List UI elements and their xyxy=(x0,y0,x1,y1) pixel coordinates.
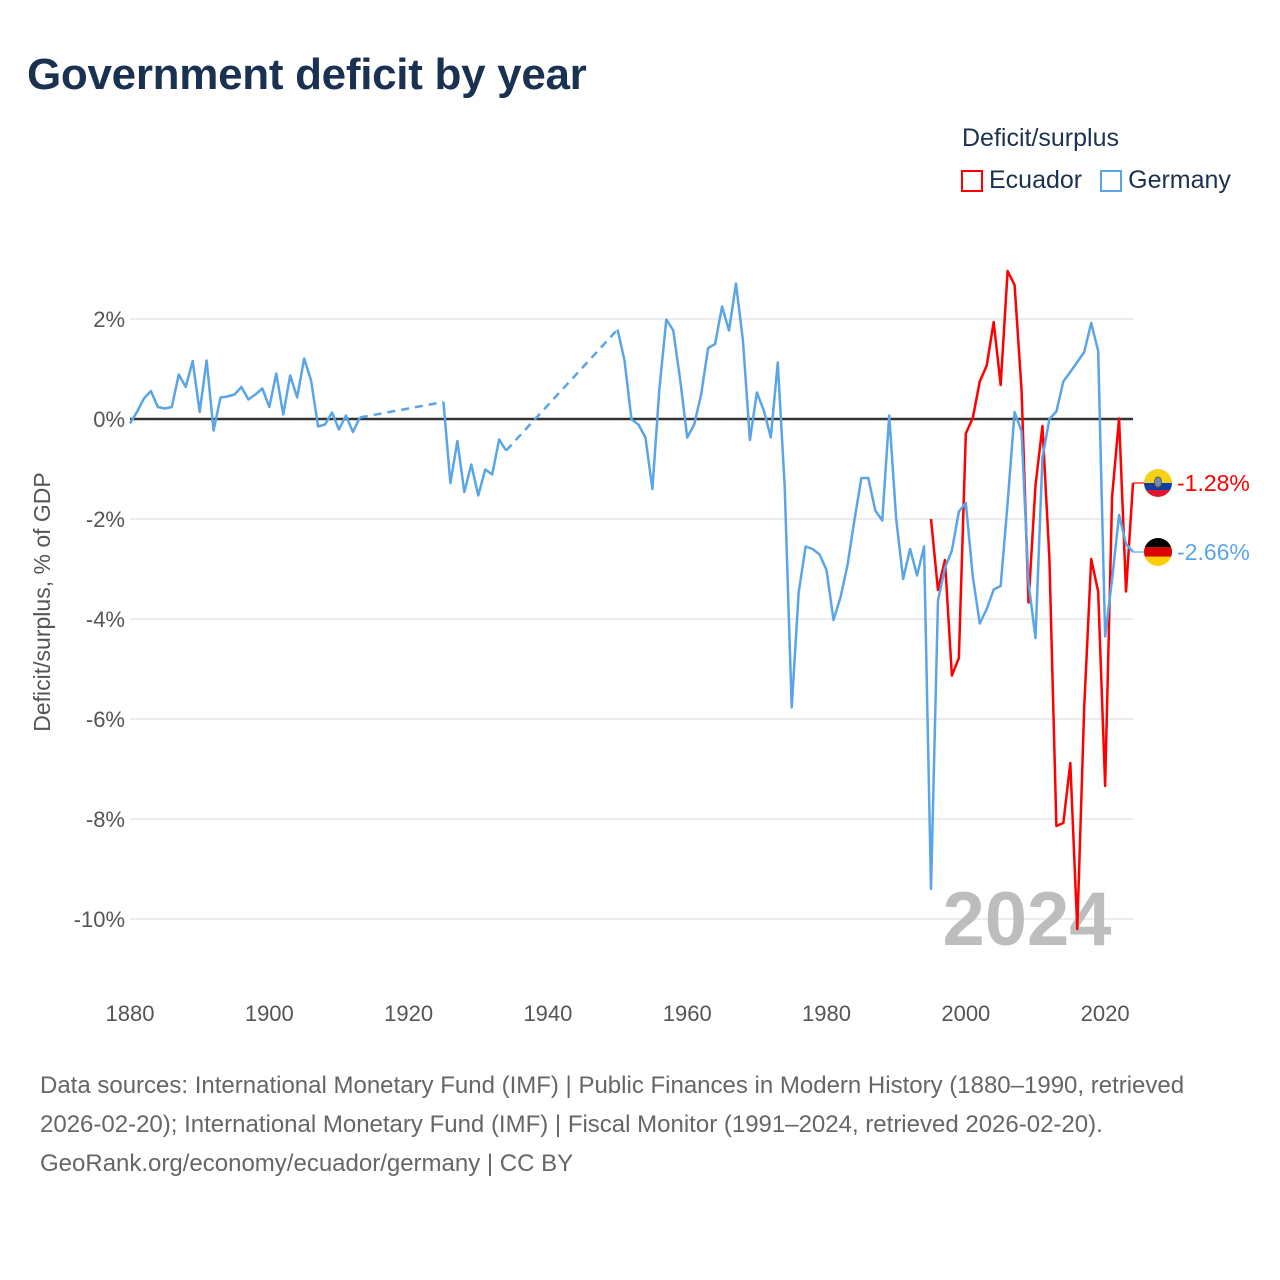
legend-item-germany[interactable]: Germany xyxy=(1100,166,1231,195)
end-value-label: -1.28% xyxy=(1177,470,1250,496)
end-label-ecuador: -1.28% xyxy=(1133,469,1250,497)
y-tick-label: -8% xyxy=(86,807,125,832)
series-gap-connector xyxy=(359,400,444,419)
x-tick-label: 1960 xyxy=(663,1001,712,1026)
series-gap-connector xyxy=(505,328,619,452)
series-line-segment xyxy=(128,357,361,434)
y-tick-label: -4% xyxy=(86,607,125,632)
legend-swatch-ecuador xyxy=(961,169,983,192)
legend-title: Deficit/surplus xyxy=(962,124,1119,152)
y-tick-label: -10% xyxy=(74,907,125,932)
ecuador-flag-icon xyxy=(1144,469,1172,497)
x-tick-label: 1900 xyxy=(245,1001,294,1026)
series-germany xyxy=(128,282,1134,891)
series-line-segment xyxy=(929,269,1135,931)
x-tick-label: 1940 xyxy=(523,1001,572,1026)
credit-link[interactable]: GeoRank.org/economy/ecuador/germany | CC… xyxy=(40,1150,574,1177)
end-label-germany: -2.66% xyxy=(1133,538,1250,566)
legend-label-ecuador: Ecuador xyxy=(989,166,1083,194)
germany-flag-icon xyxy=(1144,538,1172,566)
year-watermark: 2024 xyxy=(942,877,1111,962)
y-tick-label: -2% xyxy=(86,507,125,532)
x-tick-label: 1980 xyxy=(802,1001,851,1026)
end-value-label: -2.66% xyxy=(1177,539,1250,565)
legend-label-germany: Germany xyxy=(1128,166,1231,194)
series-line-segment xyxy=(442,401,508,497)
data-sources: Data sources: International Monetary Fun… xyxy=(40,1072,1185,1138)
y-tick-label: 0% xyxy=(93,407,125,432)
y-tick-label: 2% xyxy=(93,307,125,332)
y-axis-title: Deficit/surplus, % of GDP xyxy=(29,472,55,731)
footer: Data sources: International Monetary Fun… xyxy=(40,1066,1240,1183)
legend: Ecuador Germany xyxy=(961,166,1231,195)
series-line-segment xyxy=(616,282,1134,891)
x-tick-label: 2000 xyxy=(941,1001,990,1026)
legend-swatch-germany xyxy=(1100,169,1123,192)
x-tick-label: 1880 xyxy=(106,1001,155,1026)
x-tick-label: 1920 xyxy=(384,1001,433,1026)
x-tick-label: 2020 xyxy=(1081,1001,1130,1026)
series-ecuador xyxy=(929,269,1135,931)
chart-title: Government deficit by year xyxy=(27,50,587,99)
legend-item-ecuador[interactable]: Ecuador xyxy=(961,166,1082,195)
y-tick-label: -6% xyxy=(86,707,125,732)
